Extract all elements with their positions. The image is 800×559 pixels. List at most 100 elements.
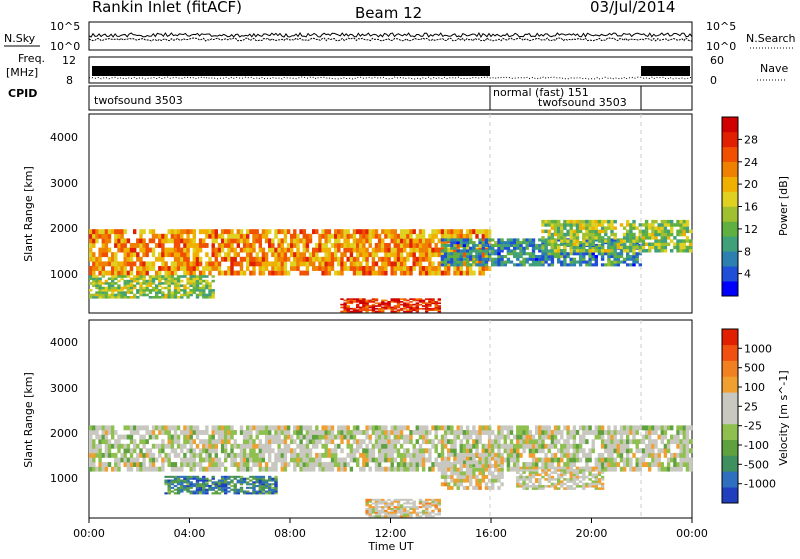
- heat-cell: [497, 457, 501, 463]
- heat-cell: [151, 238, 156, 244]
- heat-cell: [359, 439, 363, 445]
- heat-cell: [349, 243, 354, 248]
- heat-cell: [101, 275, 105, 278]
- heat-cell: [582, 448, 586, 454]
- heat-cell: [406, 252, 410, 258]
- heat-cell: [550, 471, 555, 474]
- heat-cell: [685, 239, 690, 243]
- heat-cell: [296, 457, 300, 463]
- heat-cell: [114, 252, 118, 258]
- heat-cell: [560, 475, 564, 479]
- heat-cell: [280, 452, 284, 458]
- heat-cell: [264, 486, 269, 489]
- heat-cell: [205, 261, 209, 267]
- heat-cell: [189, 477, 193, 480]
- heat-cell: [657, 466, 661, 472]
- heat-cell: [214, 229, 218, 235]
- heat-cell: [557, 430, 561, 435]
- heat-cell: [651, 430, 655, 435]
- heat-cell: [412, 511, 416, 514]
- heat-cell: [544, 469, 548, 472]
- heat-cell: [283, 229, 288, 235]
- heat-cell: [283, 233, 288, 239]
- heat-cell: [356, 247, 360, 253]
- heat-cell: [117, 261, 121, 267]
- heat-cell: [478, 460, 482, 465]
- heat-cell: [384, 430, 388, 435]
- heat-cell: [192, 483, 196, 486]
- heat-cell: [560, 236, 564, 240]
- heat-cell: [315, 452, 319, 458]
- heat-cell: [233, 485, 237, 488]
- heat-cell: [421, 509, 426, 512]
- heat-cell: [670, 249, 674, 253]
- heat-cell: [274, 229, 278, 235]
- heat-cell: [192, 485, 196, 488]
- heat-cell: [396, 233, 401, 239]
- heat-cell: [120, 266, 124, 271]
- heat-cell: [107, 448, 112, 454]
- heat-cell: [425, 502, 429, 505]
- heat-cell: [242, 466, 247, 472]
- heat-cell: [114, 296, 118, 299]
- heat-cell: [104, 425, 109, 431]
- heat-cell: [469, 482, 473, 487]
- heat-cell: [509, 238, 514, 242]
- heat-cell: [145, 261, 149, 267]
- heat-cell: [280, 448, 284, 454]
- heat-cell: [406, 233, 410, 239]
- heat-cell: [660, 462, 664, 467]
- heat-cell: [170, 462, 175, 467]
- heat-cell: [104, 243, 109, 248]
- heat-cell: [129, 434, 134, 440]
- heat-cell: [513, 238, 517, 242]
- heat-cell: [170, 434, 175, 440]
- heat-cell: [277, 452, 281, 458]
- heat-cell: [569, 443, 573, 449]
- heat-cell: [173, 289, 178, 292]
- heat-cell: [544, 260, 548, 264]
- heat-cell: [443, 233, 448, 239]
- heat-cell: [286, 243, 291, 248]
- heat-cell: [390, 425, 394, 431]
- heat-cell: [572, 473, 577, 477]
- heat-cell: [236, 229, 240, 235]
- heat-cell: [293, 430, 297, 435]
- heat-cell: [387, 256, 391, 262]
- heat-cell: [158, 277, 162, 281]
- heat-cell: [566, 430, 570, 435]
- heat-cell: [396, 502, 401, 505]
- heat-cell: [239, 229, 244, 235]
- heat-cell: [302, 466, 306, 472]
- heat-cell: [217, 486, 222, 489]
- heat-cell: [481, 270, 485, 276]
- heat-cell: [98, 457, 102, 463]
- heat-cell: [268, 443, 272, 449]
- heat-cell: [582, 471, 586, 474]
- heat-cell: [249, 430, 253, 435]
- heat-cell: [192, 425, 196, 431]
- heat-cell: [531, 471, 536, 474]
- heat-cell: [202, 284, 206, 287]
- heat-cell: [356, 256, 360, 262]
- heat-cell: [450, 448, 454, 454]
- heat-cell: [249, 425, 253, 431]
- heat-cell: [330, 233, 335, 239]
- heat-cell: [384, 270, 388, 276]
- colorbar-tick-label: 28: [744, 133, 758, 146]
- velocity-colorbar-label: Velocity [m s^-1]: [777, 370, 790, 465]
- heat-cell: [641, 232, 646, 237]
- heat-cell: [406, 299, 410, 302]
- heat-cell: [572, 480, 577, 483]
- heat-cell: [541, 475, 545, 479]
- heat-cell: [578, 471, 583, 474]
- heat-cell: [428, 238, 432, 244]
- heat-cell: [544, 478, 548, 481]
- heat-cell: [409, 452, 413, 458]
- heat-cell: [230, 475, 234, 478]
- heat-cell: [192, 261, 196, 267]
- heat-cell: [481, 460, 485, 465]
- heat-cell: [453, 233, 457, 239]
- heat-cell: [340, 425, 344, 431]
- heat-cell: [572, 457, 577, 463]
